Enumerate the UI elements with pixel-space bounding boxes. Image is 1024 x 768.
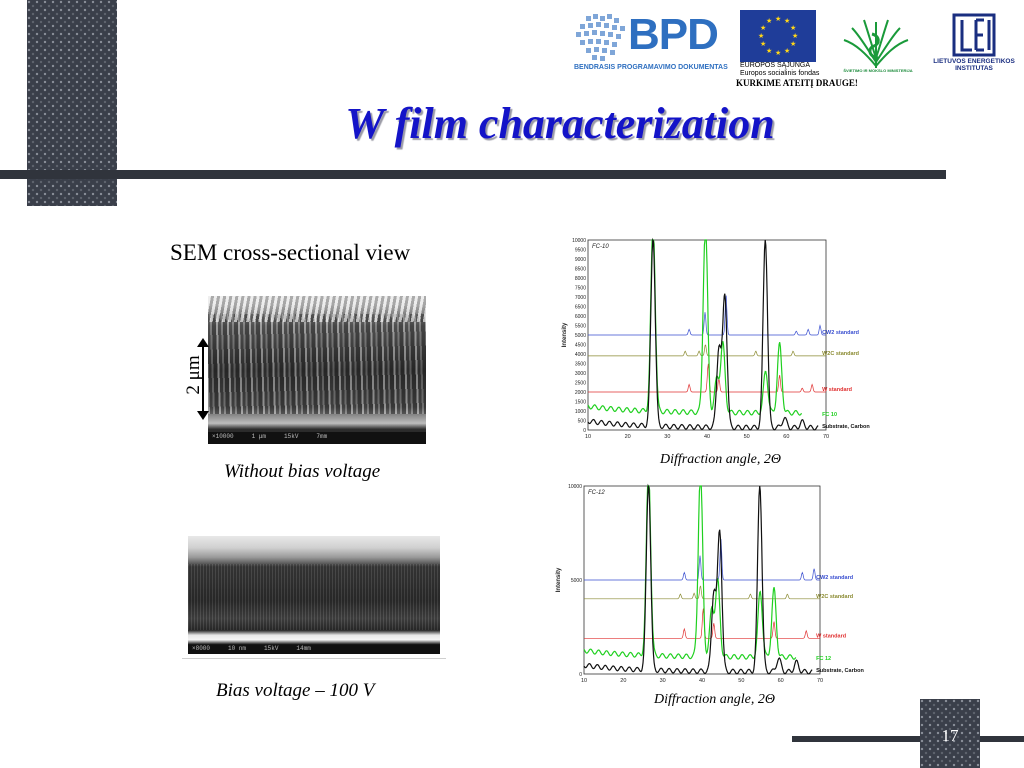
footer-divider-bar xyxy=(792,736,1024,742)
series-label: W standard xyxy=(816,633,846,639)
series-line xyxy=(584,608,820,639)
series-line xyxy=(588,363,826,393)
x-tick-label: 50 xyxy=(744,434,750,440)
series-line xyxy=(587,237,819,431)
x-tick-label: 30 xyxy=(660,678,666,684)
x-tick-label: 10 xyxy=(581,678,587,684)
x-tick-label: 20 xyxy=(625,434,631,440)
sem-image-2-info-text: ×8000 10 nm 15kV 14mm xyxy=(192,645,311,652)
series-label: W2C standard xyxy=(822,351,859,357)
series-line xyxy=(587,239,803,416)
series-label: FC 12 xyxy=(816,656,831,662)
y-tick-label: 2000 xyxy=(575,390,586,396)
y-tick-label: 0 xyxy=(579,672,582,678)
xrd-chart-fc10: FC-10 Intensity 10 20 30 40 50 60 70 0 500 1000 1500… xyxy=(556,230,876,444)
chart-title: FC-12 xyxy=(588,490,605,496)
x-tick-label: 30 xyxy=(664,434,670,440)
y-tick-label: 5500 xyxy=(575,324,586,330)
y-tick-label: 7000 xyxy=(575,295,586,301)
ministry-label: ŠVIETIMO IR MOKSLO MINISTERIJA xyxy=(843,68,913,73)
ministry-logo-icon xyxy=(843,19,909,68)
bpd-logo-text: BPD xyxy=(628,10,719,59)
eu-flag-icon: ★ ★ ★ ★ ★ ★ ★ ★ ★ ★ ★ ★ xyxy=(740,10,816,62)
x-tick-label: 20 xyxy=(620,678,626,684)
series-label: W2C standard xyxy=(816,594,853,600)
y-tick-label: 2500 xyxy=(575,381,586,387)
y-tick-label: 0 xyxy=(583,428,586,434)
series-line xyxy=(584,539,820,581)
chart-2-xaxis-caption: Diffraction angle, 2Θ xyxy=(654,692,775,707)
lei-logo-icon xyxy=(952,13,996,57)
y-tick-label: 5000 xyxy=(571,578,582,584)
series-label: CW2 standard xyxy=(816,575,853,581)
sem-image-without-bias xyxy=(208,296,426,444)
page-number-box xyxy=(920,699,980,768)
y-tick-label: 3000 xyxy=(575,371,586,377)
x-tick-label: 40 xyxy=(704,434,710,440)
sem-image-1-info-text: ×10000 1 μm 15kV 7mm xyxy=(212,433,328,440)
eu-label: EUROPOS SĄJUNGA xyxy=(740,62,811,69)
y-tick-label: 9000 xyxy=(575,257,586,263)
sem-image-with-bias xyxy=(188,536,440,654)
series-label: CW2 standard xyxy=(822,330,859,336)
y-tick-label: 500 xyxy=(578,419,587,425)
bpd-logo-mosaic-icon xyxy=(576,14,625,61)
bpd-logo-subtitle: BENDRASIS PROGRAMAVIMO DOKUMENTAS xyxy=(574,64,728,71)
page-number: 17 xyxy=(941,726,959,745)
series-label: FC 10 xyxy=(822,412,837,418)
x-tick-label: 70 xyxy=(823,434,829,440)
x-tick-label: 40 xyxy=(699,678,705,684)
scale-bar-label: 2 μm xyxy=(183,355,204,395)
y-tick-label: 1000 xyxy=(575,409,586,415)
sem-image-1-info-bar xyxy=(208,432,426,444)
chart-ylabel: Intensity xyxy=(562,322,568,347)
y-tick-label: 10000 xyxy=(568,484,582,490)
series-line xyxy=(588,295,826,336)
series-line xyxy=(583,485,797,660)
x-tick-label: 50 xyxy=(738,678,744,684)
series-line xyxy=(588,344,826,357)
y-tick-label: 10000 xyxy=(572,238,586,244)
series-line xyxy=(583,483,813,675)
chart-title: FC-10 xyxy=(592,244,609,250)
y-tick-label: 1500 xyxy=(575,400,586,406)
y-tick-label: 6500 xyxy=(575,305,586,311)
lei-name-line1: LIETUVOS ENERGETIKOS xyxy=(933,58,1015,65)
y-tick-label: 3500 xyxy=(575,362,586,368)
xrd-chart-fc12: FC-12 Intensity 10 20 30 40 50 60 70 0 5000 10000 CW… xyxy=(550,476,880,688)
series-label: Substrate, Carbon xyxy=(816,668,864,674)
y-tick-label: 5000 xyxy=(575,333,586,339)
sem-image-2-caption: Bias voltage – 100 V xyxy=(216,680,375,701)
sem-heading: SEM cross-sectional view xyxy=(170,240,411,265)
lei-name-line2: INSTITUTAS xyxy=(955,65,993,72)
x-tick-label: 10 xyxy=(585,434,591,440)
scale-arrow-icon xyxy=(197,338,209,420)
y-tick-label: 9500 xyxy=(575,248,586,254)
sem-image-2-underline xyxy=(182,658,446,659)
header-divider-bar xyxy=(0,170,946,179)
y-tick-label: 8000 xyxy=(575,276,586,282)
x-tick-label: 60 xyxy=(783,434,789,440)
y-tick-label: 4500 xyxy=(575,343,586,349)
esf-label: Europos socialinis fondas xyxy=(740,70,820,77)
sem-image-1-caption: Without bias voltage xyxy=(224,461,381,482)
y-tick-label: 6000 xyxy=(575,314,586,320)
slide-title: W film characterization xyxy=(345,99,775,148)
y-tick-label: 4000 xyxy=(575,352,586,358)
series-label: W standard xyxy=(822,387,852,393)
y-tick-label: 7500 xyxy=(575,286,586,292)
chart-1-xaxis-caption: Diffraction angle, 2Θ xyxy=(660,452,781,467)
x-tick-label: 60 xyxy=(778,678,784,684)
eu-slogan: KURKIME ATEITĮ DRAUGE! xyxy=(736,78,858,88)
y-tick-label: 8500 xyxy=(575,267,586,273)
series-line xyxy=(584,585,820,600)
chart-ylabel: Intensity xyxy=(556,567,562,592)
x-tick-label: 70 xyxy=(817,678,823,684)
bpd-logo: BPD BENDRASIS PROGRAMAVIMO DOKUMENTAS xyxy=(568,8,730,78)
series-label: Substrate, Carbon xyxy=(822,424,870,430)
